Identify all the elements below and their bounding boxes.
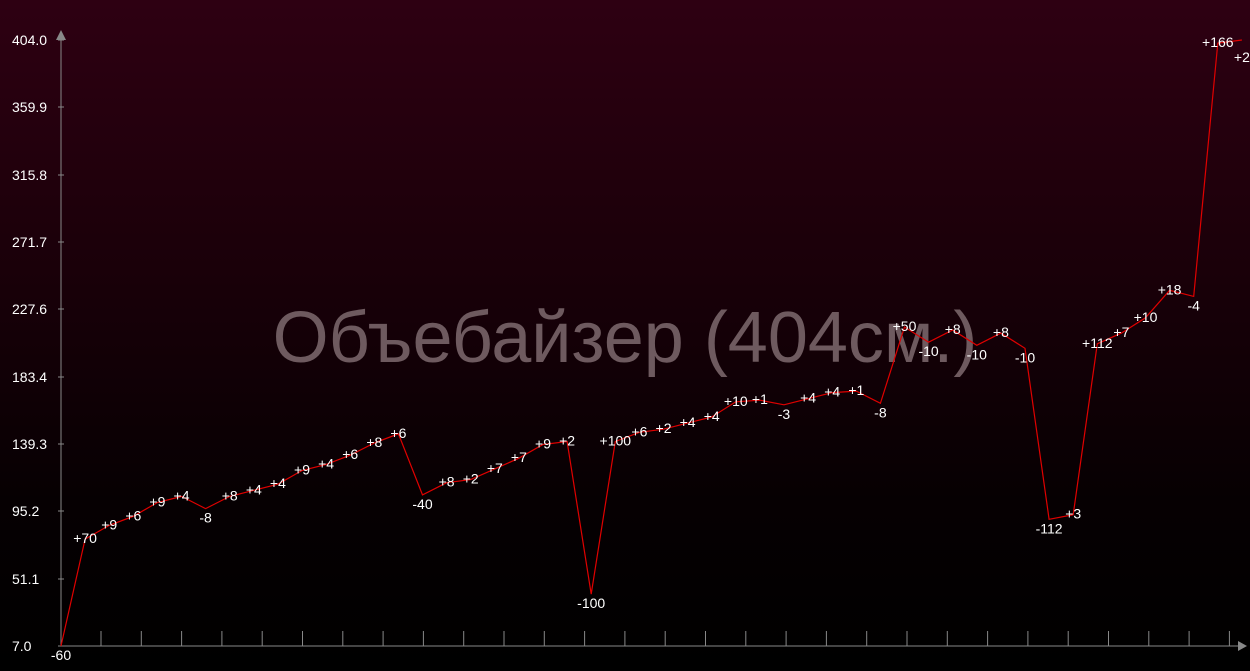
- data-label: +8: [366, 434, 382, 450]
- series-line: [60, 39, 1242, 647]
- data-label: +9: [535, 436, 551, 452]
- data-label: +4: [824, 384, 840, 400]
- data-label: +8: [222, 487, 238, 503]
- data-label: +4: [704, 408, 720, 424]
- data-label: +1: [848, 382, 864, 398]
- y-axis-ticks: 7.0 51.1 95.2 139.3 183.4 227.6 271.7 315.8 359.…: [12, 32, 47, 654]
- y-tick-label: 139.3: [12, 436, 47, 452]
- y-tick-label: 51.1: [12, 571, 39, 587]
- data-label: +9: [294, 462, 310, 478]
- data-label: -8: [874, 404, 887, 420]
- data-label: +7: [511, 449, 527, 465]
- data-label: +6: [390, 425, 406, 441]
- data-label: +8: [945, 321, 961, 337]
- data-label: +100: [600, 433, 632, 449]
- data-label: +9: [101, 516, 117, 532]
- y-axis-arrow: [56, 30, 66, 40]
- y-tick-label: 7.0: [12, 638, 32, 654]
- data-label: +4: [680, 414, 696, 430]
- data-label: +6: [342, 446, 358, 462]
- data-label: -10: [967, 346, 987, 362]
- data-label: -10: [1015, 349, 1035, 365]
- data-label: +10: [1134, 309, 1158, 325]
- data-label: +8: [439, 474, 455, 490]
- data-label: +2: [463, 471, 479, 487]
- chart-axes: [56, 30, 1247, 651]
- data-label: +10: [724, 393, 748, 409]
- data-label: -40: [412, 496, 432, 512]
- data-label: -8: [199, 510, 212, 526]
- data-label: +4: [270, 475, 286, 491]
- data-label: +2: [1234, 49, 1250, 65]
- data-label: +4: [800, 390, 816, 406]
- data-label: +2: [559, 433, 575, 449]
- data-label: +112: [1082, 335, 1113, 351]
- data-label: +1: [752, 391, 768, 407]
- y-tick-label: 95.2: [12, 503, 39, 519]
- data-label: +9: [149, 494, 165, 510]
- data-label: +2: [656, 420, 672, 436]
- data-label: +8: [993, 324, 1009, 340]
- y-tick-label: 227.6: [12, 301, 47, 317]
- data-label: +70: [73, 530, 97, 546]
- data-label: +4: [174, 487, 190, 503]
- y-tick-label: 404.0: [12, 32, 47, 48]
- y-tick-label: 315.8: [12, 167, 47, 183]
- data-label: +18: [1158, 281, 1182, 297]
- y-tick-label: 183.4: [12, 369, 47, 385]
- data-label: -112: [1036, 520, 1063, 536]
- data-labels: -60+70+9+6+9 +4-8+8 +4 +4+9 +4+6+8+6-40+8 +2+…: [51, 34, 1250, 663]
- data-label: +7: [1113, 324, 1129, 340]
- chart-watermark: Объебайзер (404см.): [273, 298, 978, 378]
- data-label: -10: [918, 343, 938, 359]
- x-axis-arrow: [1238, 641, 1247, 651]
- data-label: +6: [631, 423, 647, 439]
- data-label: +50: [893, 318, 917, 334]
- data-label: +7: [487, 460, 503, 476]
- data-label: -3: [778, 406, 791, 422]
- data-label: -100: [577, 595, 605, 611]
- data-label: -60: [51, 647, 71, 663]
- data-label: +4: [246, 481, 262, 497]
- data-label: -4: [1187, 297, 1200, 313]
- data-label: +6: [125, 507, 141, 523]
- data-label: +3: [1065, 506, 1081, 522]
- data-label: +4: [318, 455, 334, 471]
- y-tick-label: 271.7: [12, 234, 47, 250]
- data-label: +166: [1202, 34, 1234, 50]
- y-tick-label: 359.9: [12, 99, 47, 115]
